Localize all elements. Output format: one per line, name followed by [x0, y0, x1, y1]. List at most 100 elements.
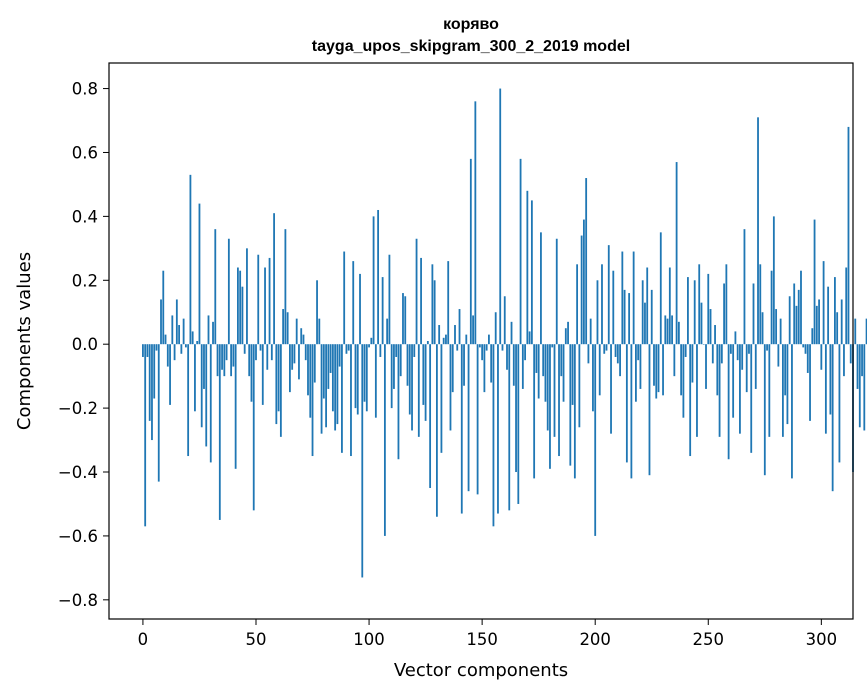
- bar-191: [573, 344, 576, 479]
- x-tick-label: 200: [579, 630, 611, 649]
- bar-0: [142, 344, 144, 357]
- bar-206: [607, 245, 610, 345]
- bar-8: [160, 299, 162, 345]
- bar-82: [327, 344, 330, 389]
- bar-261: [732, 344, 735, 418]
- bar-233: [668, 267, 671, 345]
- bar-319: [863, 344, 866, 431]
- bar-224: [648, 344, 651, 476]
- bar-38: [227, 238, 230, 345]
- bar-103: [374, 344, 377, 418]
- bar-75: [311, 344, 314, 457]
- bar-67: [293, 344, 296, 364]
- bar-161: [506, 344, 508, 370]
- bar-121: [415, 238, 418, 345]
- y-tick-label: −0.4: [58, 463, 98, 482]
- bar-266: [743, 229, 746, 345]
- bar-34: [218, 344, 221, 520]
- bar-249: [705, 344, 707, 389]
- bar-102: [372, 216, 375, 345]
- bar-317: [858, 344, 861, 428]
- bar-189: [569, 344, 572, 466]
- bar-131: [438, 325, 441, 345]
- bar-248: [702, 344, 705, 345]
- bar-30: [209, 344, 212, 463]
- bar-294: [806, 344, 809, 373]
- bar-122: [417, 344, 420, 437]
- bar-153: [488, 334, 490, 345]
- bar-292: [802, 344, 805, 348]
- bar-264: [739, 344, 741, 434]
- bar-177: [542, 344, 545, 377]
- bar-297: [813, 219, 816, 345]
- bar-134: [445, 334, 447, 345]
- bar-125: [424, 344, 427, 421]
- bar-291: [800, 270, 802, 345]
- bar-29: [207, 315, 210, 345]
- bar-60: [277, 344, 280, 412]
- bar-133: [442, 337, 445, 345]
- bar-112: [395, 344, 398, 357]
- bar-11: [166, 344, 169, 367]
- bar-104: [377, 209, 380, 345]
- x-tick-label: 150: [466, 630, 498, 649]
- y-tick-label: −0.8: [58, 591, 98, 610]
- bar-49: [252, 344, 255, 511]
- bar-107: [383, 344, 386, 536]
- y-tick-label: 0.8: [72, 80, 98, 99]
- bar-22: [191, 331, 194, 345]
- bar-194: [580, 235, 583, 345]
- bar-98: [363, 344, 366, 402]
- bar-181: [551, 344, 554, 348]
- bar-23: [194, 344, 196, 412]
- bar-37: [225, 344, 228, 361]
- bar-179: [546, 344, 549, 431]
- bar-201: [596, 280, 599, 345]
- bar-116: [404, 296, 407, 345]
- y-tick-label: 0.4: [72, 207, 98, 226]
- bar-183: [555, 238, 558, 345]
- bar-216: [630, 344, 633, 479]
- x-tick-label: 0: [138, 630, 149, 649]
- bar-203: [601, 264, 603, 345]
- bar-192: [576, 264, 579, 345]
- bar-213: [623, 289, 626, 345]
- bar-69: [298, 344, 300, 380]
- bar-222: [644, 302, 646, 345]
- bar-283: [781, 344, 784, 437]
- bar-144: [467, 344, 470, 492]
- bar-253: [714, 325, 716, 345]
- bar-204: [603, 344, 606, 354]
- bar-147: [474, 101, 477, 345]
- bar-137: [451, 344, 454, 393]
- bar-262: [734, 331, 737, 345]
- bar-63: [284, 229, 287, 345]
- bar-258: [725, 264, 728, 345]
- bar-290: [797, 289, 800, 345]
- bar-152: [485, 344, 488, 351]
- bar-25: [198, 203, 201, 345]
- bar-312: [847, 126, 850, 345]
- bar-84: [331, 344, 334, 412]
- bar-230: [662, 344, 664, 396]
- bar-35: [221, 344, 223, 370]
- bar-250: [707, 273, 710, 345]
- bar-146: [472, 315, 474, 345]
- bar-227: [655, 344, 658, 399]
- bar-6: [155, 344, 158, 351]
- bar-212: [621, 251, 624, 345]
- bar-156: [494, 312, 497, 345]
- bar-274: [761, 312, 764, 345]
- bar-209: [614, 344, 617, 357]
- bar-136: [449, 344, 452, 431]
- bar-42: [236, 267, 239, 345]
- bar-275: [763, 344, 766, 476]
- x-tick-label: 50: [245, 630, 266, 649]
- bar-307: [836, 312, 839, 345]
- bar-95: [356, 344, 359, 415]
- bar-296: [811, 328, 814, 345]
- bar-7: [157, 344, 160, 482]
- bar-226: [653, 344, 655, 386]
- bar-94: [354, 344, 357, 409]
- bar-17: [180, 344, 183, 354]
